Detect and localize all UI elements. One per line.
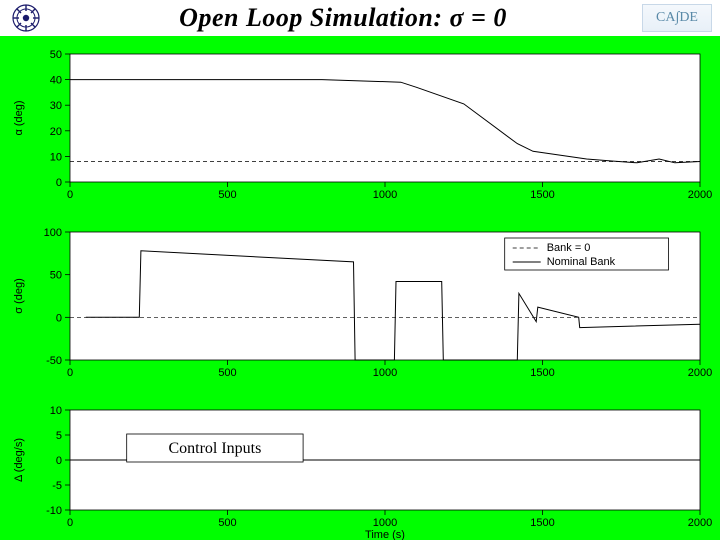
institute-logo bbox=[8, 2, 44, 34]
ytick-label: 5 bbox=[56, 430, 62, 442]
cade-logo: CA∫DE bbox=[642, 4, 712, 32]
xtick-label: 1000 bbox=[373, 367, 397, 379]
annotation-label: Control Inputs bbox=[168, 440, 261, 457]
ytick-label: -50 bbox=[46, 355, 62, 367]
ytick-label: 20 bbox=[50, 126, 62, 138]
slide-title: Open Loop Simulation: σ = 0 bbox=[44, 3, 642, 33]
xtick-label: 0 bbox=[67, 517, 73, 529]
ytick-label: 10 bbox=[50, 405, 62, 417]
y-axis-label: α (deg) bbox=[13, 100, 25, 135]
xtick-label: 1000 bbox=[373, 517, 397, 529]
figure: 010203040500500100015002000α (deg)-50050… bbox=[0, 36, 720, 540]
xtick-label: 500 bbox=[218, 367, 236, 379]
xtick-label: 500 bbox=[218, 517, 236, 529]
ytick-label: 50 bbox=[50, 270, 62, 282]
header: Open Loop Simulation: σ = 0 CA∫DE bbox=[0, 0, 720, 36]
xtick-label: 1500 bbox=[530, 517, 554, 529]
xtick-label: 1000 bbox=[373, 189, 397, 201]
ytick-label: -10 bbox=[46, 505, 62, 517]
ytick-label: 100 bbox=[44, 227, 62, 239]
ytick-label: -5 bbox=[52, 480, 62, 492]
x-axis-label: Time (s) bbox=[365, 529, 405, 540]
ytick-label: 0 bbox=[56, 455, 62, 467]
ytick-label: 0 bbox=[56, 312, 62, 324]
xtick-label: 500 bbox=[218, 189, 236, 201]
y-axis-label: σ (deg) bbox=[13, 278, 25, 314]
xtick-label: 2000 bbox=[688, 367, 712, 379]
xtick-label: 1500 bbox=[530, 189, 554, 201]
ytick-label: 10 bbox=[50, 151, 62, 163]
ytick-label: 30 bbox=[50, 100, 62, 112]
xtick-label: 0 bbox=[67, 189, 73, 201]
xtick-label: 2000 bbox=[688, 189, 712, 201]
xtick-label: 2000 bbox=[688, 517, 712, 529]
legend-entry: Nominal Bank bbox=[547, 256, 616, 268]
ytick-label: 50 bbox=[50, 49, 62, 61]
ytick-label: 0 bbox=[56, 177, 62, 189]
y-axis-label: Δ (deg/s) bbox=[13, 438, 25, 482]
xtick-label: 1500 bbox=[530, 367, 554, 379]
ytick-label: 40 bbox=[50, 75, 62, 87]
legend-entry: Bank = 0 bbox=[547, 242, 591, 254]
subplot-1 bbox=[70, 54, 700, 182]
xtick-label: 0 bbox=[67, 367, 73, 379]
